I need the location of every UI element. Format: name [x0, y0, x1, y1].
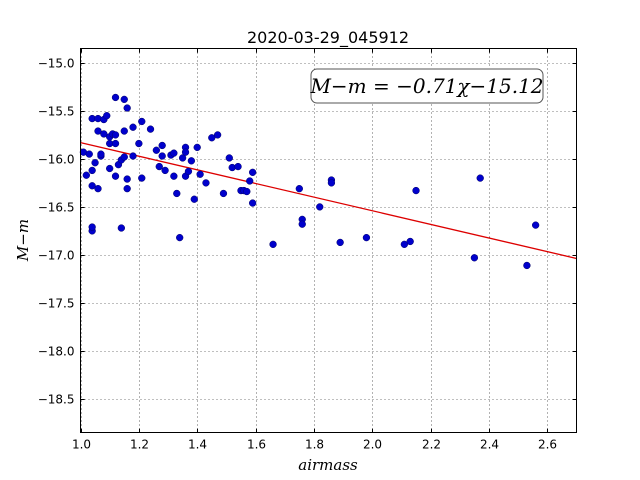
x-tick-label: 1.2 — [130, 438, 149, 452]
data-point — [184, 167, 193, 176]
data-point — [173, 189, 181, 198]
data-point — [94, 185, 102, 193]
y-tick-label: −18.5 — [38, 393, 75, 407]
data-point — [246, 177, 254, 185]
data-point — [336, 238, 344, 247]
data-point — [362, 233, 371, 242]
data-point — [208, 134, 216, 142]
y-tick-label: −18.0 — [38, 345, 75, 359]
data-point — [94, 127, 102, 135]
fit-line — [80, 141, 577, 260]
data-point — [476, 174, 484, 182]
data-point — [155, 162, 163, 171]
data-point — [111, 172, 120, 180]
data-point — [106, 164, 114, 173]
data-point — [298, 220, 306, 228]
data-point — [170, 149, 178, 157]
data-point — [412, 186, 420, 195]
grid — [80, 48, 577, 433]
data-point — [219, 189, 228, 198]
data-point — [523, 261, 531, 270]
data-point — [316, 203, 324, 211]
data-point — [234, 162, 242, 171]
data-point — [161, 166, 169, 175]
data-point — [88, 166, 96, 175]
data-point — [193, 143, 201, 152]
y-tick-label: −17.0 — [38, 249, 75, 263]
plot-frame — [80, 48, 577, 433]
data-point — [269, 240, 277, 248]
data-point — [120, 95, 128, 104]
data-point — [82, 171, 90, 179]
data-point — [295, 185, 303, 193]
data-point — [202, 179, 210, 187]
x-tick-label: 2.2 — [422, 438, 441, 452]
data-point — [170, 172, 178, 180]
data-point — [103, 112, 111, 120]
data-point — [248, 199, 257, 207]
annotation-box — [310, 68, 544, 104]
data-point — [225, 154, 233, 162]
data-point — [158, 141, 166, 150]
data-point — [120, 127, 128, 135]
data-point — [111, 131, 120, 139]
data-point — [327, 179, 336, 187]
data-point — [117, 224, 125, 232]
y-axis-label: M−m — [14, 219, 32, 262]
data-point — [158, 152, 166, 160]
data-point — [100, 130, 108, 138]
y-tick-label: −16.5 — [38, 201, 75, 215]
x-tick-label: 1.0 — [72, 438, 91, 452]
data-point — [120, 153, 128, 161]
data-point — [406, 237, 414, 246]
data-point — [152, 146, 161, 154]
data-point — [190, 195, 198, 203]
y-tick-label: −15.0 — [38, 57, 75, 71]
data-point — [88, 182, 96, 190]
data-point — [111, 93, 120, 102]
data-point — [470, 254, 479, 262]
x-axis-label: airmass — [298, 456, 358, 474]
fit-annotation: M−m = −0.71χ−15.12 — [309, 68, 544, 104]
data-point — [400, 240, 409, 248]
data-point — [181, 148, 190, 156]
y-tick-label: −16.0 — [38, 153, 75, 167]
data-point — [123, 104, 131, 112]
x-tick-label: 1.8 — [305, 438, 324, 452]
data-point — [243, 187, 251, 196]
data-point — [85, 150, 93, 158]
data-point — [123, 185, 131, 193]
data-point — [213, 131, 222, 139]
data-point — [178, 154, 187, 162]
data-point — [196, 170, 204, 178]
data-point — [123, 175, 131, 183]
data-point — [129, 123, 137, 131]
data-point — [146, 125, 155, 133]
data-point — [187, 157, 196, 165]
y-tick-label: −17.5 — [38, 297, 75, 311]
x-tick-label: 1.6 — [247, 438, 266, 452]
y-tick-label: −15.5 — [38, 105, 75, 119]
fit-equation: M−m = −0.71χ−15.12 — [309, 74, 543, 98]
data-point — [97, 150, 105, 158]
data-point — [138, 174, 146, 182]
data-point — [135, 139, 143, 148]
fit-line-group — [80, 141, 577, 260]
data-point — [91, 159, 99, 167]
x-tick-label: 2.6 — [538, 438, 557, 452]
data-point — [248, 168, 257, 176]
data-point — [111, 139, 120, 148]
x-tick-label: 1.4 — [188, 438, 207, 452]
x-tick-label: 2.4 — [480, 438, 499, 452]
x-tick-label: 2.0 — [363, 438, 382, 452]
chart-title: 2020-03-29_045912 — [247, 28, 409, 48]
data-point — [129, 152, 137, 160]
data-point — [138, 117, 146, 126]
data-point — [176, 233, 184, 242]
data-point — [532, 221, 540, 229]
scatter-points — [79, 93, 540, 270]
axis-ticks: 1.0 1.2 1.4 1.6 1.8 2.0 2.2 2.4 2.6 −15.0 −15.5 −16… — [38, 48, 577, 452]
data-point — [88, 223, 96, 231]
